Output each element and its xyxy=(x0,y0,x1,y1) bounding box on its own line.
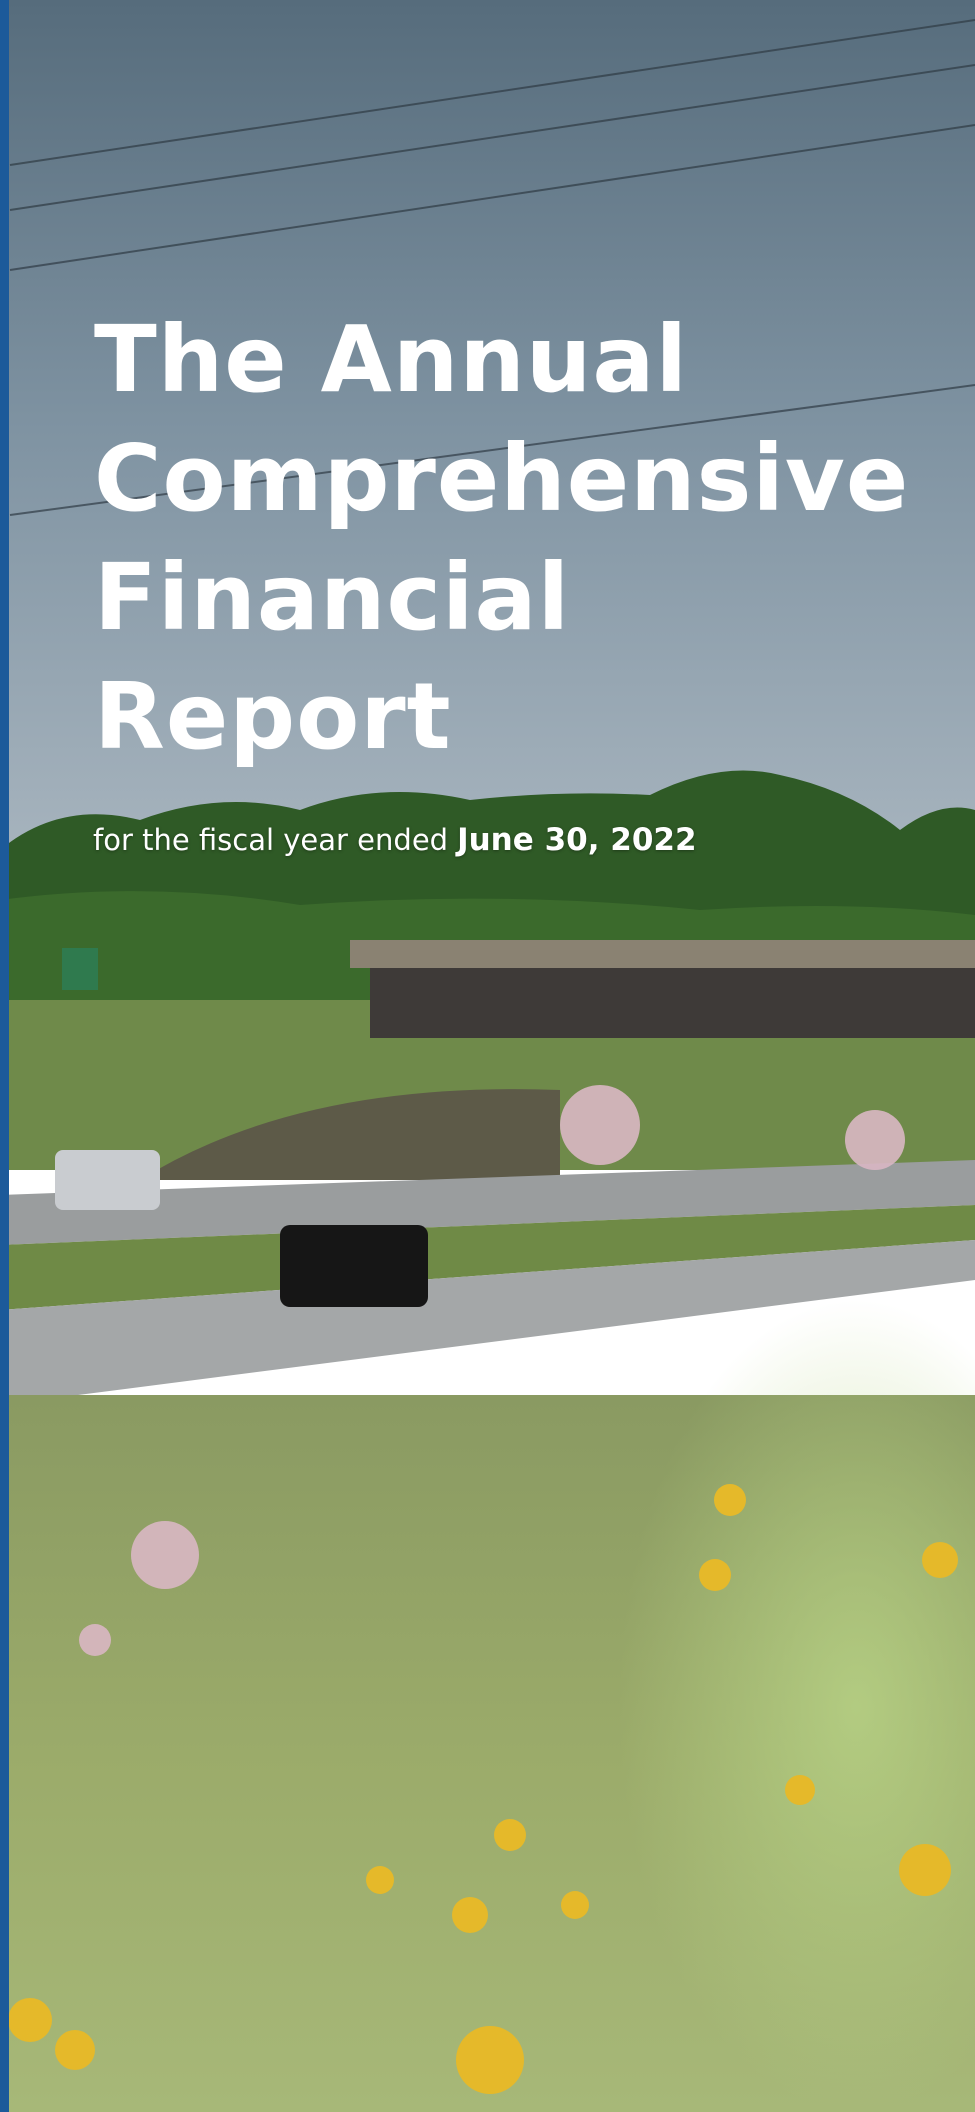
report-title: The Annual Comprehensive Financial Repor… xyxy=(94,300,909,776)
subtitle: for the fiscal year ended June 30, 2022 xyxy=(93,822,697,858)
fiscal-date: June 30, 2022 xyxy=(457,822,697,858)
title-line: The Annual xyxy=(94,306,688,413)
title-line: Financial xyxy=(94,544,571,651)
title-line: Report xyxy=(94,663,452,770)
title-line: Comprehensive xyxy=(94,425,910,532)
subtitle-prefix: for the fiscal year ended xyxy=(93,823,449,857)
